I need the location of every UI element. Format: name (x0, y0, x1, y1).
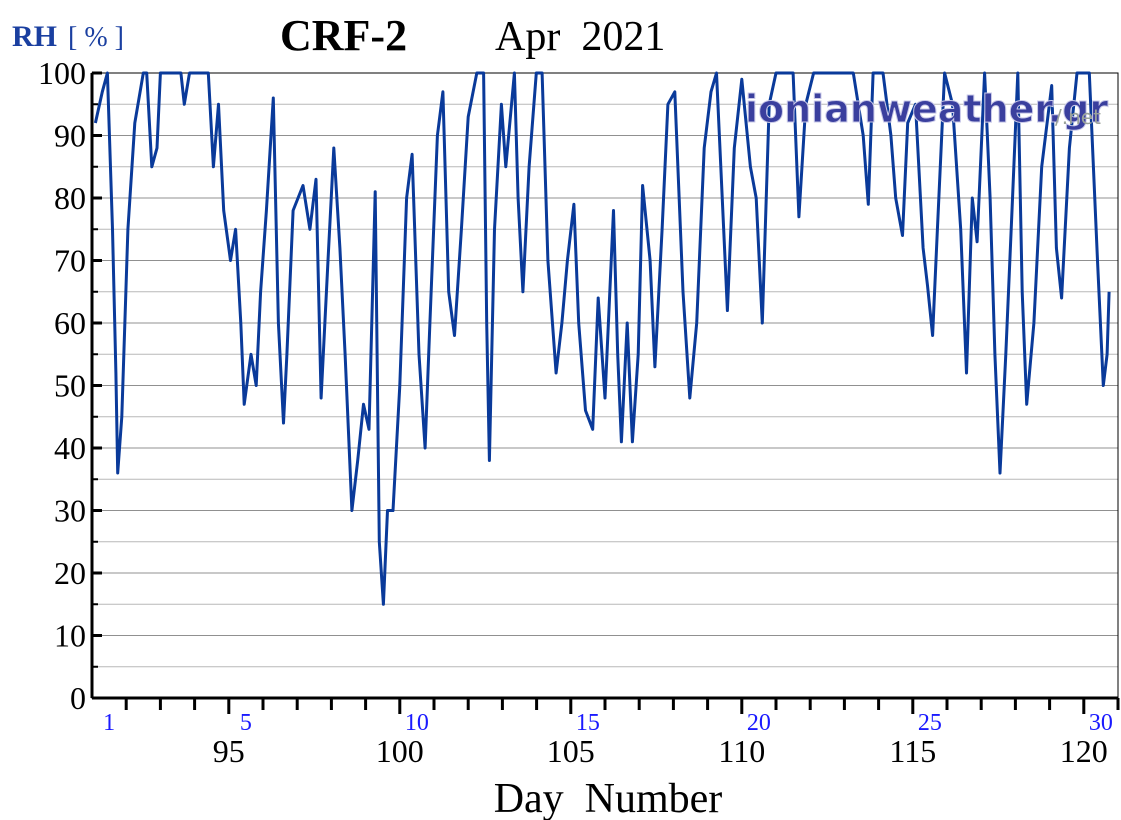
x-tick-label: 100 (376, 733, 424, 769)
y-tick-label: 60 (54, 305, 86, 341)
x-tick-label: 105 (547, 733, 595, 769)
y-tick-label: 70 (54, 243, 86, 279)
watermark-suffix: /.net (1055, 105, 1101, 129)
y-tick-label: 100 (38, 55, 86, 91)
y-tick-label: 50 (54, 368, 86, 404)
y-tick-label: 20 (54, 555, 86, 591)
day-label: 1 (103, 710, 115, 736)
y-tick-label: 0 (70, 680, 86, 716)
day-label: 30 (1089, 710, 1113, 736)
rh-line (93, 71, 1111, 606)
day-label: 25 (918, 710, 942, 736)
y-axis-label: RH (12, 20, 57, 53)
day-label: 20 (747, 710, 771, 736)
day-label: 10 (405, 710, 429, 736)
x-tick-label: 115 (889, 733, 936, 769)
x-tick-label: 120 (1060, 733, 1108, 769)
y-tick-label: 10 (54, 618, 86, 654)
y-tick-label: 80 (54, 180, 86, 216)
day-label: 15 (576, 710, 600, 736)
chart-subtitle: Apr 2021 (495, 14, 665, 60)
x-tick-label: 95 (213, 733, 245, 769)
y-tick-label: 90 (54, 118, 86, 154)
x-axis-label: Day Number (494, 776, 723, 820)
watermark: ionianweather.gr (745, 87, 1108, 131)
y-tick-label: 40 (54, 430, 86, 466)
day-label: 5 (240, 710, 252, 736)
chart-title: CRF-2 (280, 11, 407, 60)
y-tick-label: 30 (54, 493, 86, 529)
y-axis-unit: [ % ] (68, 22, 124, 53)
x-tick-label: 110 (718, 733, 765, 769)
